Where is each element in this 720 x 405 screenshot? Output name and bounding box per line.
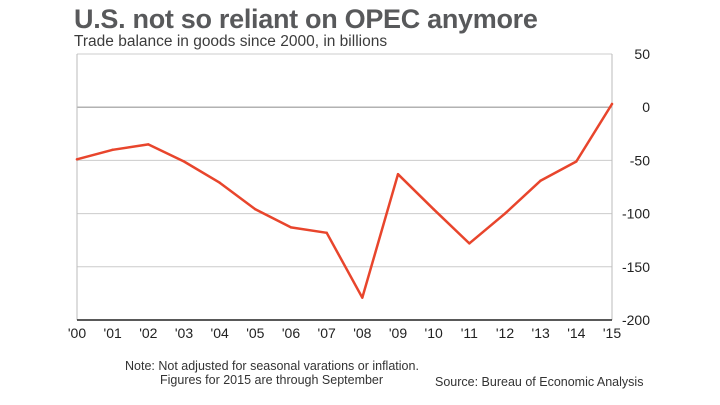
data-point <box>75 158 79 161</box>
chart-note: Note: Not adjusted for seasonal varation… <box>125 359 419 387</box>
x-tick-label: '01 <box>104 325 122 341</box>
x-tick-label: '00 <box>68 325 86 341</box>
y-tick-label: -150 <box>622 259 650 275</box>
x-tick-labels: '00 '01 '02 '03 '04 '05 '06 '07 '08 '09 '10 '11 '12 '… <box>68 325 621 341</box>
y-tick-label: 50 <box>634 46 650 62</box>
chart-title: U.S. not so reliant on OPEC anymore <box>74 4 538 34</box>
x-tick-label: '14 <box>567 325 585 341</box>
data-point <box>432 208 435 211</box>
x-tick-label: '02 <box>139 325 157 341</box>
source-credit: Source: Bureau of Economic Analysis <box>435 375 644 389</box>
x-tick-label: '05 <box>246 325 264 341</box>
data-point <box>396 173 400 176</box>
data-point <box>325 231 328 234</box>
data-point <box>468 242 471 245</box>
data-point <box>182 160 186 163</box>
series-line <box>75 102 614 299</box>
data-point <box>539 179 542 182</box>
y-tick-label: -50 <box>630 152 650 168</box>
x-tick-label: '10 <box>425 325 443 341</box>
data-point <box>218 181 221 184</box>
grid-lines <box>77 53 612 268</box>
x-tick-label: '11 <box>461 325 478 341</box>
x-tick-label: '07 <box>318 325 336 341</box>
data-point <box>575 160 578 163</box>
plot-frame <box>76 54 613 321</box>
x-tick-label: '13 <box>532 325 550 341</box>
data-point <box>503 212 507 215</box>
x-tick-label: '12 <box>496 325 514 341</box>
y-tick-label: -200 <box>622 312 650 328</box>
y-tick-label: -100 <box>622 206 650 222</box>
note-line-2: Figures for 2015 are through September <box>160 373 384 387</box>
x-tick-label: '04 <box>211 325 229 341</box>
data-point <box>289 226 293 229</box>
y-tick-labels: 50 0 -50 -100 -150 -200 <box>622 46 650 328</box>
data-point <box>610 102 614 106</box>
series-line-layer <box>75 102 614 299</box>
data-point <box>111 148 114 151</box>
x-tick-label: '06 <box>282 325 300 341</box>
data-point <box>361 296 364 299</box>
chart-subtitle: Trade balance in goods since 2000, in bi… <box>74 33 388 50</box>
x-tick-label: '08 <box>353 325 371 341</box>
note-line-1: Note: Not adjusted for seasonal varation… <box>125 359 419 373</box>
y-tick-label: 0 <box>642 99 650 115</box>
data-point <box>147 143 150 146</box>
x-tick-label: '09 <box>389 325 407 341</box>
x-tick-label: '15 <box>603 325 621 341</box>
data-point <box>254 208 257 211</box>
x-tick-label: '03 <box>175 325 193 341</box>
